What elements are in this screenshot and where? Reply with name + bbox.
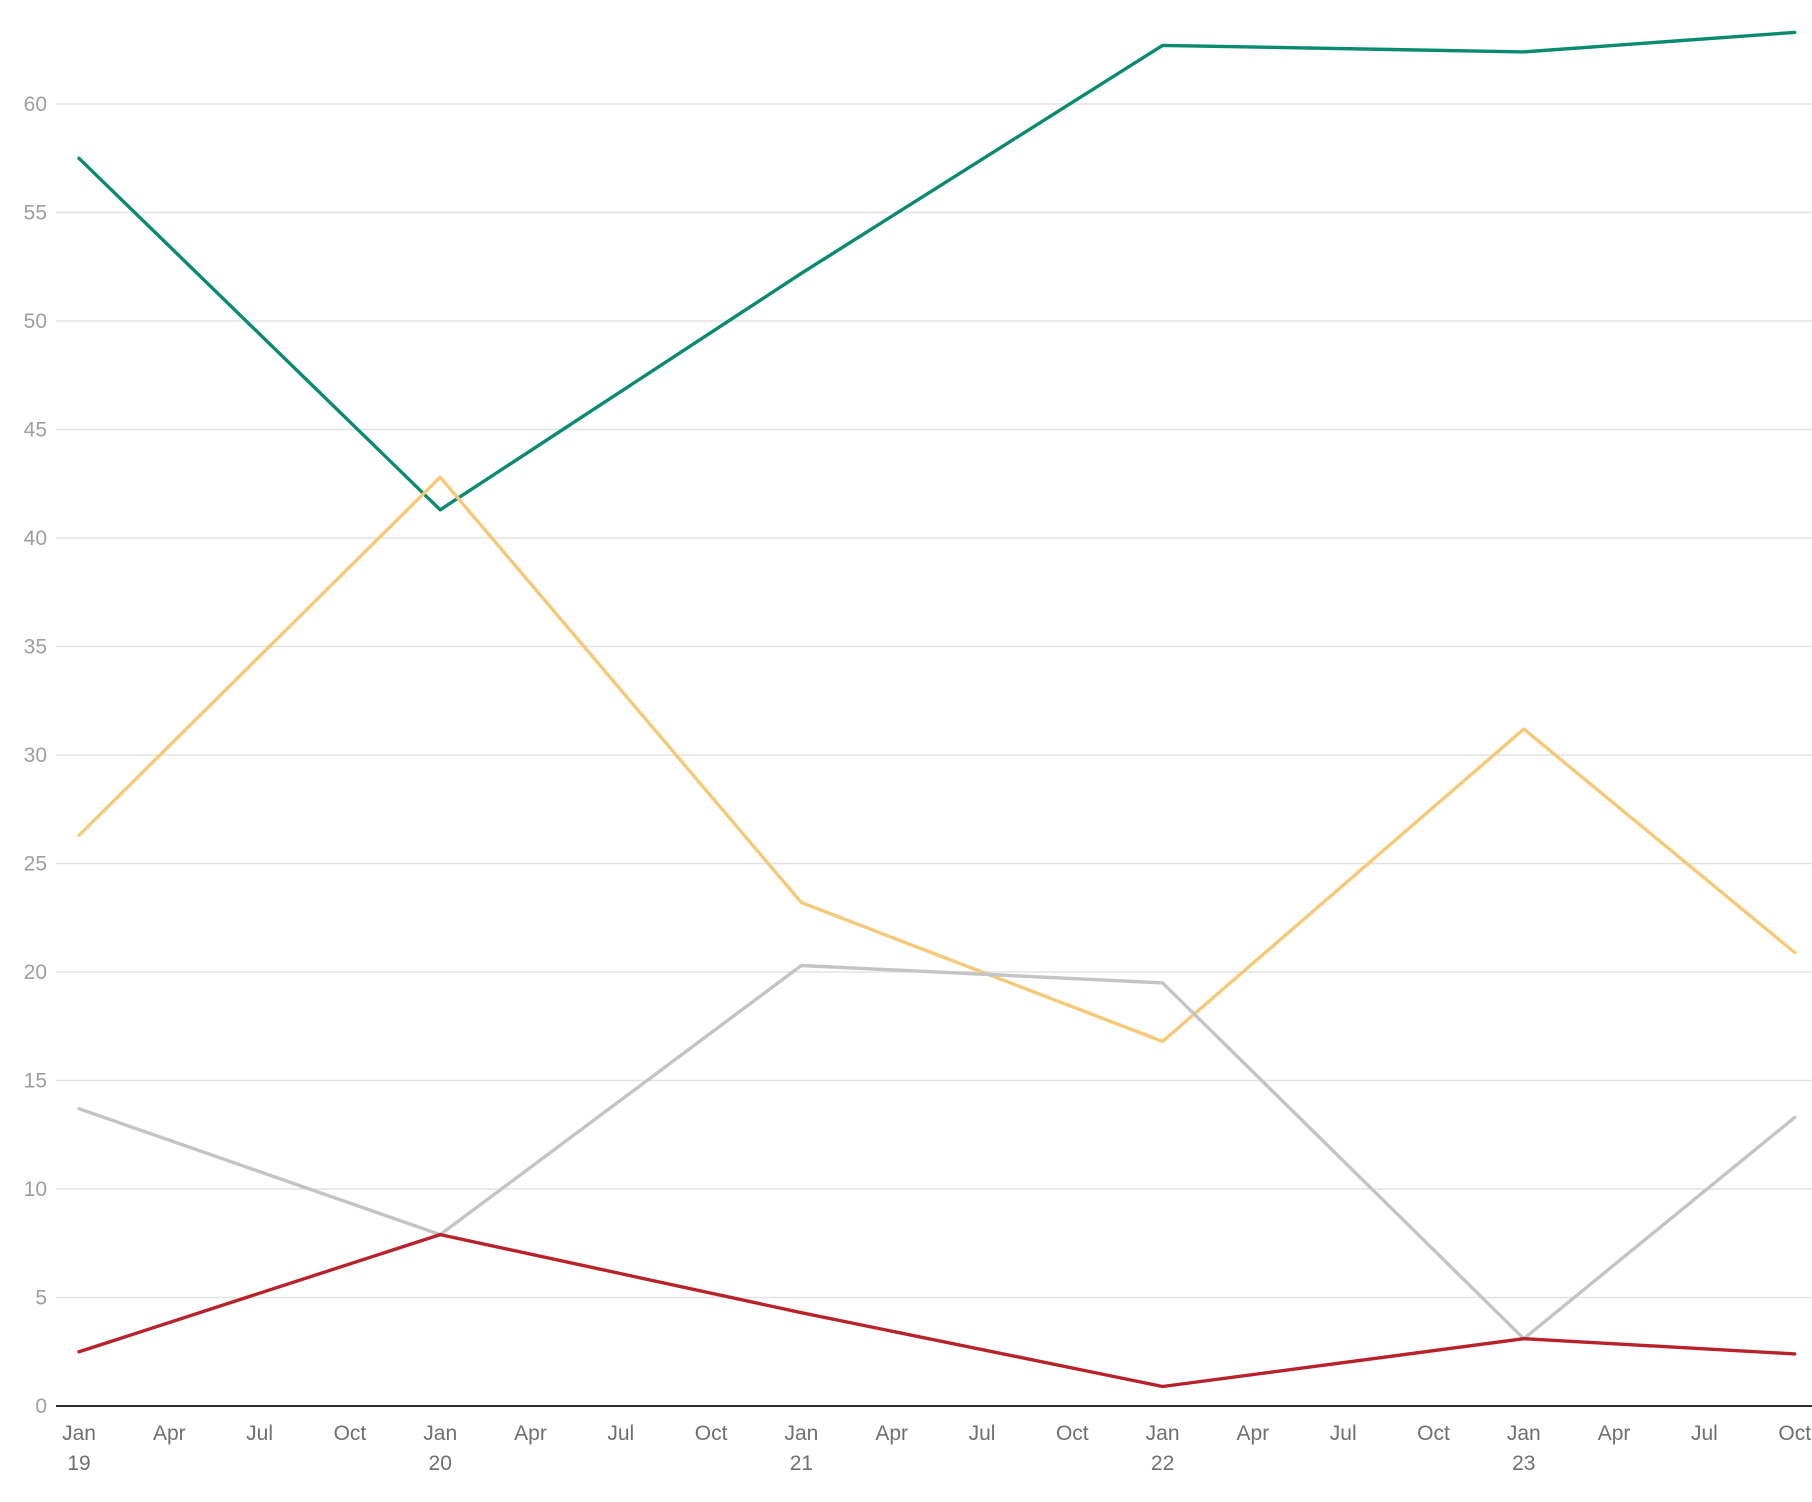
x-tick-label: Oct xyxy=(695,1422,728,1445)
y-tick-label: 5 xyxy=(35,1287,47,1310)
y-tick-label: 55 xyxy=(24,202,47,225)
x-tick-label: Apr xyxy=(153,1422,186,1445)
series-line-3 xyxy=(77,963,1797,1341)
y-tick-label: 10 xyxy=(24,1178,47,1201)
x-tick-label: Apr xyxy=(1598,1422,1631,1445)
x-tick-label: Oct xyxy=(1417,1422,1450,1445)
x-tick-label: Apr xyxy=(875,1422,908,1445)
series-lines xyxy=(77,30,1797,1389)
series-line-2 xyxy=(77,475,1797,1044)
x-tick-label: Jul xyxy=(1691,1422,1718,1445)
x-tick-label: Jul xyxy=(607,1422,634,1445)
series-line-4 xyxy=(77,1232,1797,1389)
x-tick-label: Apr xyxy=(514,1422,547,1445)
x-tick-label: Jul xyxy=(969,1422,996,1445)
y-tick-label: 50 xyxy=(24,310,47,333)
x-tick-label: Oct xyxy=(1056,1422,1089,1445)
x-axis-ticks: Jan 19 Apr Jul Oct Jan 20 Apr Jul Oct Jan 21 Apr Jul O… xyxy=(62,1422,1811,1475)
x-tick-label: Jul xyxy=(1330,1422,1357,1445)
x-tick-label: Oct xyxy=(1778,1422,1811,1445)
x-tick-year-label: 21 xyxy=(790,1452,813,1475)
x-tick-label: Jan xyxy=(784,1422,818,1445)
x-tick-year-label: 23 xyxy=(1512,1452,1535,1475)
x-tick-label: Jan xyxy=(62,1422,96,1445)
y-tick-label: 40 xyxy=(24,527,47,550)
x-tick-label: Jul xyxy=(246,1422,273,1445)
y-tick-label: 60 xyxy=(24,93,47,116)
x-tick-label: Jan xyxy=(1146,1422,1180,1445)
y-tick-label: 30 xyxy=(24,744,47,767)
y-tick-label: 45 xyxy=(24,419,47,442)
x-tick-label: Jan xyxy=(1507,1422,1541,1445)
y-axis-ticks: 0 5 10 15 20 25 30 35 40 45 50 55 60 xyxy=(24,93,47,1418)
x-tick-label: Jan xyxy=(423,1422,457,1445)
x-tick-year-label: 19 xyxy=(67,1452,90,1475)
y-tick-label: 15 xyxy=(24,1070,47,1093)
x-tick-year-label: 20 xyxy=(429,1452,452,1475)
y-tick-label: 35 xyxy=(24,636,47,659)
y-tick-label: 0 xyxy=(35,1395,47,1418)
y-tick-label: 20 xyxy=(24,961,47,984)
x-tick-label: Apr xyxy=(1237,1422,1270,1445)
series-line-1 xyxy=(77,30,1797,512)
x-tick-year-label: 22 xyxy=(1151,1452,1174,1475)
y-tick-label: 25 xyxy=(24,853,47,876)
x-tick-label: Oct xyxy=(334,1422,367,1445)
gridlines xyxy=(56,103,1812,1299)
